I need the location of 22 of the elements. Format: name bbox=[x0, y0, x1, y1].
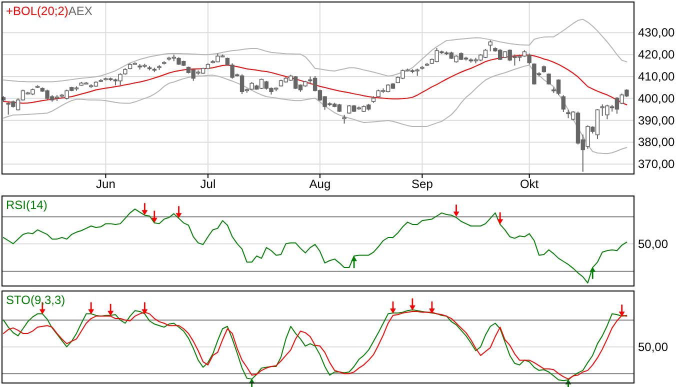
x-tick-label: Aug bbox=[309, 177, 331, 191]
y-tick-label: 390,00 bbox=[638, 113, 676, 128]
x-tick-label: Jul bbox=[200, 177, 216, 191]
text: 50,00 bbox=[638, 236, 668, 251]
series-label: RSI(14) bbox=[6, 198, 48, 212]
line-series bbox=[2, 64, 628, 154]
text: AEX bbox=[68, 4, 92, 18]
x-tick-label: Jun bbox=[96, 177, 116, 191]
candlestick bbox=[488, 40, 492, 52]
y-tick-label: 370,00 bbox=[638, 157, 676, 172]
text: 50,00 bbox=[638, 340, 668, 354]
y-tick-label: 430,00 bbox=[638, 26, 676, 40]
text: +BOL(20;2) bbox=[6, 4, 68, 18]
series-label: STO(9,3,3) bbox=[6, 293, 66, 307]
candlestick bbox=[561, 94, 566, 112]
x-tick-label: Sep bbox=[412, 177, 434, 191]
line-series bbox=[2, 18, 628, 82]
y-tick-label: 420,00 bbox=[638, 48, 676, 62]
x-tick-label: Okt bbox=[520, 177, 540, 191]
y-tick-label: 380,00 bbox=[638, 135, 676, 150]
y-tick-label: 400,00 bbox=[638, 91, 676, 106]
y-tick-label: 410,00 bbox=[638, 69, 676, 84]
